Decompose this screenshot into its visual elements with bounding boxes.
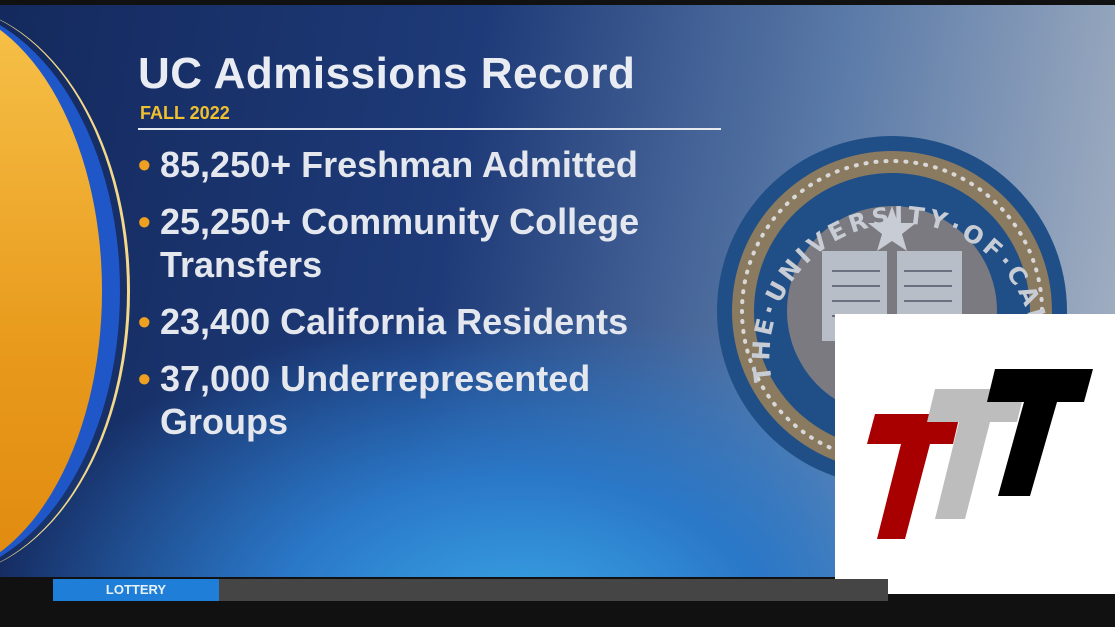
ticker-label: LOTTERY	[53, 579, 219, 601]
bullet-list: • 85,250+ Freshman Admitted • 25,250+ Comm…	[138, 143, 708, 457]
graphic-subtitle: FALL 2022	[140, 103, 230, 123]
news-ticker	[53, 579, 888, 601]
bullet-icon: •	[138, 358, 151, 399]
divider	[138, 128, 721, 130]
ttt-logo-icon	[867, 369, 1093, 539]
bullet-item: • 37,000 Underrepresented Groups	[138, 358, 591, 442]
graphic-title: UC Admissions Record	[138, 49, 636, 98]
bullet-item: • 85,250+ Freshman Admitted	[138, 144, 638, 185]
ttt-logo	[835, 314, 1115, 594]
bullet-item: • 23,400 California Residents	[138, 301, 629, 342]
bullet-icon: •	[138, 201, 151, 242]
decorative-line	[0, 5, 130, 577]
bullet-icon: •	[138, 301, 151, 342]
bullet-item: • 25,250+ Community College Transfers	[138, 201, 640, 285]
bullet-icon: •	[138, 144, 151, 185]
